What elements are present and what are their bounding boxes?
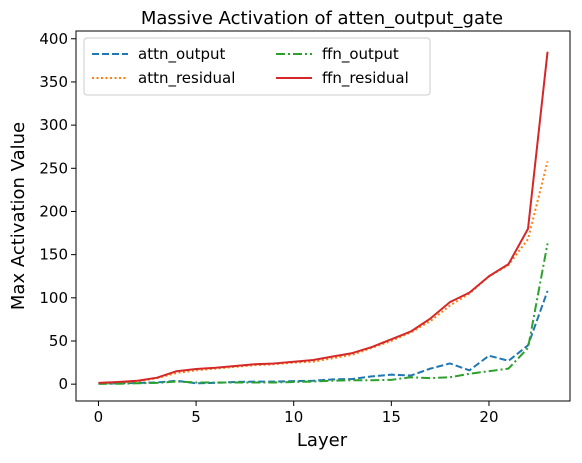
y-tick-label: 250 [39,159,68,177]
legend-label-ffn-output: ffn_output [322,45,399,64]
legend-label-ffn-residual: ffn_residual [322,69,409,88]
legend-label-attn-residual: attn_residual [138,69,235,88]
plot-frame [75,30,571,402]
y-tick-label: 100 [39,289,68,307]
chart-title: Massive Activation of atten_output_gate [141,8,503,29]
legend-label-attn-output: attn_output [138,45,226,64]
x-tick-label: 5 [191,408,201,426]
y-tick-label: 350 [39,73,68,91]
y-tick-label: 50 [49,332,68,350]
x-tick-label: 15 [382,408,401,426]
axes [75,30,571,402]
x-tick-label: 20 [479,408,498,426]
y-tick-label: 200 [39,202,68,220]
y-tick-label: 150 [39,246,68,264]
x-tick-label: 10 [284,408,303,426]
series-line-attn-residual [98,161,549,385]
series-line-ffn-residual [98,51,549,384]
y-tick-label: 0 [58,375,68,393]
series-line-ffn-output [98,243,549,385]
x-tick-label: 0 [94,408,104,426]
plot-lines [98,51,549,385]
x-axis-label: Layer [297,430,348,451]
y-tick-label: 300 [39,116,68,134]
legend-box [83,37,431,96]
y-axis-label: Max Activation Value [8,122,29,310]
y-tick-label: 400 [39,30,68,48]
legend: attn_output attn_residual ffn_output ffn_re… [83,37,431,96]
